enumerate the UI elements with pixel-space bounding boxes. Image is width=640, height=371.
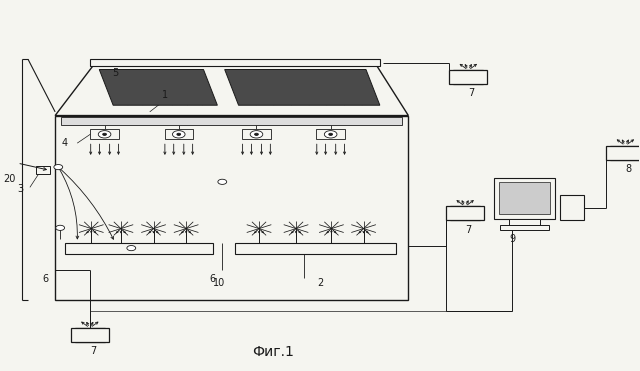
Text: 20: 20 bbox=[3, 174, 15, 184]
Circle shape bbox=[218, 179, 227, 184]
Circle shape bbox=[324, 131, 337, 138]
Text: Фиг.1: Фиг.1 bbox=[252, 345, 294, 358]
Bar bbox=[36, 166, 50, 174]
Text: 6: 6 bbox=[210, 275, 216, 285]
Polygon shape bbox=[99, 69, 218, 105]
Bar bbox=[607, 146, 640, 160]
Text: 4: 4 bbox=[61, 138, 68, 148]
Circle shape bbox=[255, 133, 259, 135]
Circle shape bbox=[250, 131, 263, 138]
Bar bbox=[509, 219, 540, 225]
Bar bbox=[499, 182, 550, 214]
Circle shape bbox=[99, 131, 111, 138]
Bar bbox=[449, 70, 487, 84]
Text: 7: 7 bbox=[465, 225, 472, 235]
Bar bbox=[164, 129, 193, 139]
Bar bbox=[561, 195, 584, 220]
Bar bbox=[450, 207, 480, 220]
Circle shape bbox=[127, 246, 136, 251]
Text: 8: 8 bbox=[625, 164, 632, 174]
Polygon shape bbox=[55, 66, 408, 115]
Bar bbox=[243, 129, 271, 139]
Circle shape bbox=[177, 133, 180, 135]
Circle shape bbox=[329, 133, 333, 135]
Bar bbox=[55, 115, 408, 300]
Bar bbox=[90, 129, 119, 139]
Text: 10: 10 bbox=[213, 278, 225, 288]
Circle shape bbox=[172, 131, 185, 138]
Text: 9: 9 bbox=[509, 234, 515, 244]
Polygon shape bbox=[225, 69, 380, 105]
Bar bbox=[316, 129, 345, 139]
Text: 5: 5 bbox=[112, 68, 118, 78]
Bar bbox=[65, 243, 213, 254]
Bar bbox=[61, 117, 402, 125]
Text: 2: 2 bbox=[317, 278, 323, 288]
Bar bbox=[71, 328, 109, 342]
Circle shape bbox=[54, 164, 63, 170]
Text: 6: 6 bbox=[43, 275, 49, 285]
Bar bbox=[446, 207, 484, 220]
Text: 7: 7 bbox=[90, 346, 96, 356]
Text: 1: 1 bbox=[163, 90, 168, 100]
Bar bbox=[493, 178, 556, 219]
Bar bbox=[75, 328, 105, 342]
Circle shape bbox=[102, 133, 106, 135]
Bar bbox=[90, 59, 380, 66]
Text: 7: 7 bbox=[468, 88, 475, 98]
Bar bbox=[453, 70, 483, 84]
Circle shape bbox=[56, 225, 65, 230]
Bar bbox=[500, 225, 549, 230]
Bar bbox=[235, 243, 396, 254]
Bar bbox=[610, 146, 640, 160]
Text: 3: 3 bbox=[17, 184, 24, 194]
